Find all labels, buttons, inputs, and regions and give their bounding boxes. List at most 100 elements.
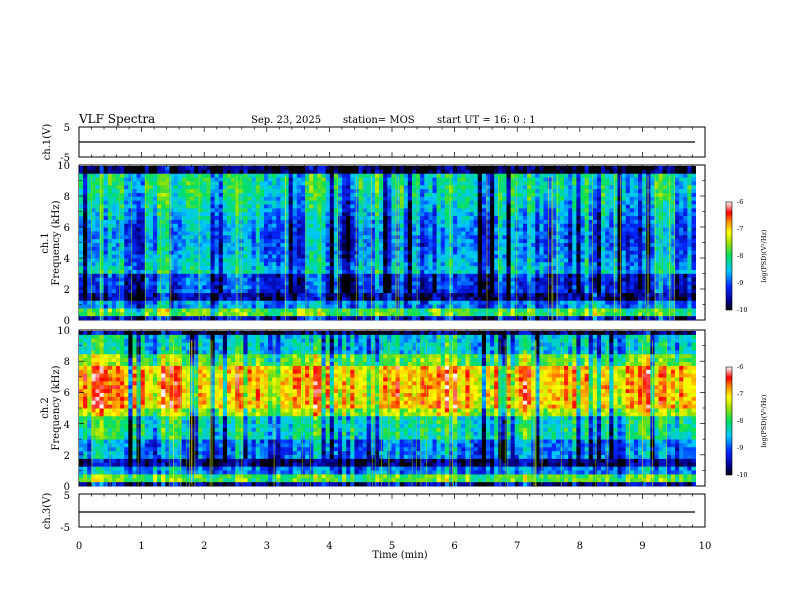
ch1-spectrogram-cell	[482, 312, 487, 316]
ch1-spectrogram-cell	[91, 278, 96, 282]
ch1-spectrogram-cell	[379, 208, 384, 212]
ch1-spectrogram-cell	[572, 255, 577, 259]
ch1-spectrogram-cell	[227, 178, 232, 182]
ch1-spectrogram-cell	[91, 185, 96, 189]
ch1-spectrogram-cell	[342, 297, 347, 301]
ch1-spectrogram-cell	[527, 262, 532, 266]
ch1-spectrogram-cell	[285, 166, 290, 170]
ch1-spectrogram-cell	[346, 305, 351, 309]
ch1-spectrogram-cell	[367, 212, 372, 216]
ch1-spectrogram-cell	[498, 297, 503, 301]
ch1-spectrogram-cell	[359, 205, 364, 209]
ch1-spectrogram-cell	[433, 178, 438, 182]
ch1-spectrogram-cell	[231, 274, 236, 278]
ch1-spectrogram-cell	[519, 301, 524, 305]
ch1-spectrogram-cell	[243, 189, 248, 193]
ch1-spectrogram-cell	[581, 258, 586, 262]
ch1-spectrogram-cell	[309, 174, 314, 178]
ch1-spectrogram-cell	[449, 266, 454, 270]
ch1-spectrogram-cell	[461, 255, 466, 259]
ch1-spectrogram-cell	[498, 216, 503, 220]
ch1-spectrogram-cell	[474, 178, 479, 182]
ch1-spectrogram-cell	[391, 174, 396, 178]
ch1-spectrogram-cell	[268, 205, 273, 209]
ch1-spectrogram-cell	[585, 266, 590, 270]
ch1-spectrogram-cell	[248, 228, 253, 232]
ch1-spectrogram-cell	[474, 247, 479, 251]
ch1-spectrogram-cell	[206, 274, 211, 278]
ch1-spectrogram-cell	[194, 197, 199, 201]
ch1-spectrogram-cell	[539, 189, 544, 193]
ch1-spectrogram-cell	[272, 274, 277, 278]
ch1-spectrogram-cell	[87, 289, 92, 293]
ch1-spectrogram-cell	[338, 185, 343, 189]
ch1-spectrogram-cell	[243, 270, 248, 274]
ch1-spectrogram-cell	[149, 174, 154, 178]
ch1-spectrogram-cell	[556, 289, 561, 293]
ch1-spectrogram-cell	[428, 301, 433, 305]
ch1-spectrogram-cell	[531, 266, 536, 270]
ch1-spectrogram-cell	[560, 285, 565, 289]
ch1-spectrogram-cell	[264, 220, 269, 224]
ch1-spectrogram-cell	[437, 258, 442, 262]
ch1-spectrogram-cell	[293, 224, 298, 228]
ch1-spectrogram-cell	[433, 305, 438, 309]
ch1-spectrogram-cell	[441, 208, 446, 212]
ch1-spectrogram-cell	[190, 293, 195, 297]
ch1-spectrogram-cell	[519, 235, 524, 239]
ch1-spectrogram-cell	[474, 251, 479, 255]
ch1-spectrogram-cell	[433, 224, 438, 228]
ch1-spectrogram-cell	[445, 285, 450, 289]
ch1-spectrogram-cell	[95, 293, 100, 297]
ch1-spectrogram-cell	[276, 208, 281, 212]
ch1-spectrogram-cell	[141, 181, 146, 185]
ch1-spectrogram-cell	[400, 220, 405, 224]
ch1-spectrogram-cell	[527, 239, 532, 243]
ch1-spectrogram-cell	[552, 301, 557, 305]
ch1-spectrogram-cell	[367, 278, 372, 282]
ch1-spectrogram-cell	[367, 239, 372, 243]
ch1-spectrogram-cell	[552, 228, 557, 232]
ch1-spectrogram-cell	[260, 270, 265, 274]
ch1-spectrogram-cell	[211, 178, 216, 182]
ch1-spectrogram-cell	[132, 224, 137, 228]
ch1-spectrogram-cell	[519, 193, 524, 197]
ch1-spectrogram-cell	[169, 274, 174, 278]
ch1-spectrogram-cell	[252, 220, 257, 224]
ch1-spectrogram-cell	[235, 189, 240, 193]
ch1-spectrogram-cell	[367, 224, 372, 228]
ch1-spectrogram-cell	[211, 266, 216, 270]
ch1-spectrogram-cell	[252, 185, 257, 189]
ch1-spectrogram-cell	[219, 181, 224, 185]
ch1-spectrogram-cell	[301, 220, 306, 224]
ch1-spectrogram-cell	[202, 293, 207, 297]
ch1-spectrogram-cell	[412, 308, 417, 312]
ch1-spectrogram-cell	[120, 166, 125, 170]
ch1-spectrogram-cell	[165, 282, 170, 286]
ch1-spectrogram-cell	[420, 297, 425, 301]
ch1-spectrogram-cell	[186, 212, 191, 216]
ch1-spectrogram-cell	[260, 170, 265, 174]
ch1-spectrogram-cell	[498, 224, 503, 228]
ch1-spectrogram-cell	[272, 185, 277, 189]
ch1-spectrogram-cell	[552, 270, 557, 274]
ch1-spectrogram-cell	[420, 243, 425, 247]
ch1-spectrogram-cell	[502, 255, 507, 259]
ch1-spectrogram-cell	[137, 251, 142, 255]
ch1-spectrogram-cell	[535, 208, 540, 212]
ch1-spectrogram-cell	[478, 243, 483, 247]
ch1-spectrogram-cell	[408, 216, 413, 220]
ch1-spectrogram-cell	[293, 212, 298, 216]
ch1-spectrogram-cell	[519, 247, 524, 251]
ch1-spectrogram-cell	[104, 262, 109, 266]
ch1-spectrogram-cell	[149, 178, 154, 182]
ch1-spectrogram-cell	[149, 243, 154, 247]
ch1-spectrogram-cell	[387, 231, 392, 235]
ch1-spectrogram-cell	[519, 208, 524, 212]
ch1-spectrogram-cell	[87, 181, 92, 185]
ch1-spectrogram-cell	[391, 262, 396, 266]
ch1-spectrogram-cell	[91, 212, 96, 216]
ch1-spectrogram-cell	[457, 308, 462, 312]
ch1-spectrogram-cell	[408, 243, 413, 247]
ch1-spectrogram-cell	[280, 216, 285, 220]
